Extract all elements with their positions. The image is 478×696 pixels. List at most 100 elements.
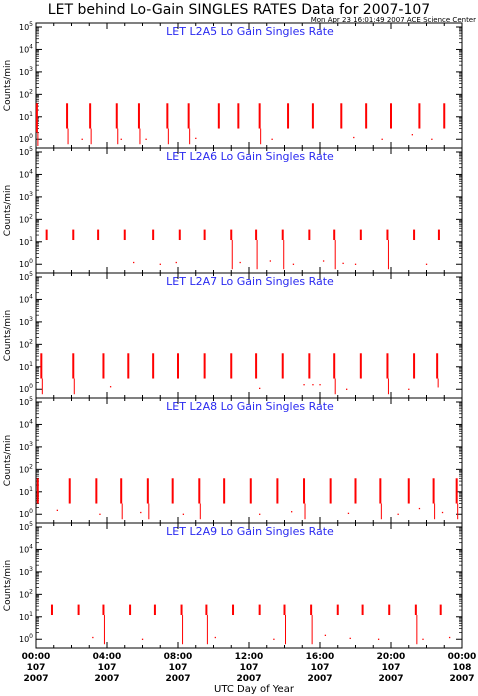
y-tick-label: 105 xyxy=(19,271,33,282)
y-tick-label: 101 xyxy=(19,111,33,122)
data-point xyxy=(292,263,295,265)
y-tick-exponent: 2 xyxy=(29,463,33,470)
y-tick-exponent: 1 xyxy=(29,611,33,618)
data-point xyxy=(214,636,216,639)
y-tick-label: 105 xyxy=(19,521,33,532)
figure-title: LET behind Lo-Gain SINGLES RATES Data fo… xyxy=(48,2,430,18)
y-tick-label: 102 xyxy=(19,588,33,599)
data-point xyxy=(159,263,161,265)
data-point xyxy=(239,261,241,264)
y-tick-label: 103 xyxy=(19,191,33,202)
data-point xyxy=(322,260,325,262)
y-tick-exponent: 5 xyxy=(29,271,33,278)
plot-frame xyxy=(35,522,463,649)
y-tick-exponent: 1 xyxy=(29,486,33,493)
y-tick-label: 104 xyxy=(19,543,33,554)
data-point xyxy=(81,138,83,140)
x-tick-time: 08:00 xyxy=(164,652,193,662)
y-tick-label: 101 xyxy=(19,361,33,372)
y-axis-label: Counts/min xyxy=(3,185,13,236)
y-tick-label: 104 xyxy=(19,293,33,304)
data-point xyxy=(140,511,142,514)
y-tick-exponent: 0 xyxy=(29,508,33,515)
panel-title: LET L2A5 Lo Gain Singles Rate xyxy=(166,25,334,38)
y-tick-label: 104 xyxy=(19,43,33,54)
data-point xyxy=(353,136,355,139)
plot-frame xyxy=(35,272,463,399)
plot-frame xyxy=(35,147,463,274)
x-tick-day: 107 xyxy=(240,663,259,673)
x-tick-time: 00:00 xyxy=(448,652,477,662)
y-tick-label: 105 xyxy=(19,21,33,32)
panels-group: LET L2A5 Lo Gain Singles Rate Counts/min 1… xyxy=(3,21,463,649)
data-point xyxy=(56,509,58,511)
data-point xyxy=(273,638,275,640)
data-point xyxy=(342,262,344,265)
y-tick-label: 103 xyxy=(19,566,33,577)
plot-frame xyxy=(35,397,463,524)
y-tick-exponent: 0 xyxy=(29,258,33,265)
y-tick-exponent: 2 xyxy=(29,338,33,345)
data-point xyxy=(411,134,413,136)
data-point xyxy=(397,513,399,515)
data-point xyxy=(145,138,147,140)
y-tick-exponent: 2 xyxy=(29,88,33,95)
y-tick-exponent: 4 xyxy=(29,43,33,50)
panel-2: LET L2A6 Lo Gain Singles Rate Counts/min 1… xyxy=(3,146,463,274)
y-tick-exponent: 0 xyxy=(29,383,33,390)
x-tick-time: 16:00 xyxy=(306,652,335,662)
data-point xyxy=(319,384,321,386)
x-tick-time: 00:00 xyxy=(22,652,51,662)
x-tick-time: 12:00 xyxy=(235,652,264,662)
data-point xyxy=(425,263,428,265)
x-tick-day: 107 xyxy=(98,663,117,673)
x-tick-year: 2007 xyxy=(236,674,261,684)
data-point xyxy=(346,388,348,390)
data-point xyxy=(259,513,261,515)
y-tick-exponent: 3 xyxy=(29,66,33,73)
y-tick-label: 102 xyxy=(19,213,33,224)
y-tick-exponent: 4 xyxy=(29,543,33,550)
y-tick-exponent: 3 xyxy=(29,316,33,323)
y-tick-label: 100 xyxy=(19,508,33,519)
y-tick-label: 101 xyxy=(19,236,33,247)
y-tick-label: 103 xyxy=(19,316,33,327)
data-point xyxy=(303,384,305,386)
panel-title: LET L2A8 Lo Gain Singles Rate xyxy=(166,400,334,413)
panel-1: LET L2A5 Lo Gain Singles Rate Counts/min 1… xyxy=(3,21,463,149)
y-tick-label: 102 xyxy=(19,463,33,474)
y-tick-label: 105 xyxy=(19,396,33,407)
x-tick-year: 2007 xyxy=(449,674,474,684)
data-point xyxy=(109,386,112,388)
y-tick-exponent: 4 xyxy=(29,168,33,175)
data-point xyxy=(271,138,273,140)
x-tick-day: 107 xyxy=(169,663,188,673)
data-point xyxy=(269,260,271,262)
x-tick-time: 20:00 xyxy=(377,652,406,662)
y-tick-exponent: 5 xyxy=(29,396,33,403)
data-point xyxy=(324,634,327,636)
y-tick-exponent: 2 xyxy=(29,588,33,595)
y-tick-exponent: 5 xyxy=(29,146,33,153)
y-tick-exponent: 1 xyxy=(29,236,33,243)
y-tick-exponent: 5 xyxy=(29,21,33,28)
data-point xyxy=(133,261,135,264)
data-point xyxy=(99,513,101,515)
data-point xyxy=(349,637,351,640)
y-tick-label: 100 xyxy=(19,633,33,644)
plot-frame xyxy=(35,22,463,149)
panel-title: LET L2A6 Lo Gain Singles Rate xyxy=(166,150,334,163)
data-point xyxy=(195,137,197,140)
y-tick-exponent: 3 xyxy=(29,566,33,573)
panel-4: LET L2A8 Lo Gain Singles Rate Counts/min 1… xyxy=(3,396,463,524)
data-point xyxy=(92,636,94,639)
y-tick-exponent: 3 xyxy=(29,191,33,198)
data-point xyxy=(347,512,350,515)
y-tick-exponent: 5 xyxy=(29,521,33,528)
data-point xyxy=(312,384,314,386)
data-point xyxy=(175,261,177,264)
y-tick-label: 102 xyxy=(19,338,33,349)
y-axis-label: Counts/min xyxy=(3,560,13,611)
y-tick-exponent: 1 xyxy=(29,361,33,368)
x-axis-labels: 00:00107200704:00107200708:00107200712:0… xyxy=(22,652,477,684)
